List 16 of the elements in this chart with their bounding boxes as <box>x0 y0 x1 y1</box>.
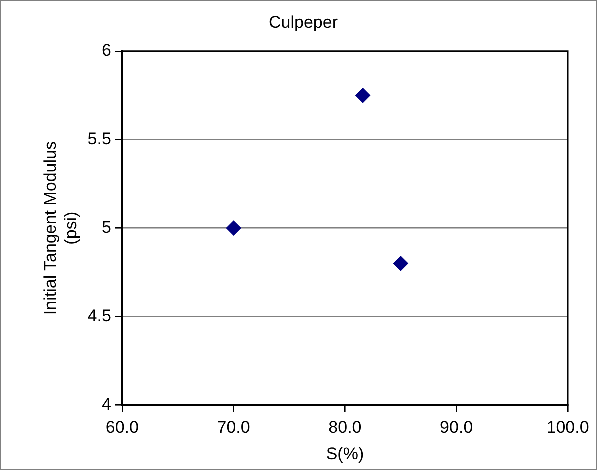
y-tick-label: 6 <box>102 41 112 60</box>
y-tick-label: 5 <box>102 218 112 237</box>
point <box>356 88 371 104</box>
point <box>226 220 242 236</box>
x-axis-title: S(%) <box>326 444 364 464</box>
x-tick-label: 80.0 <box>328 418 362 438</box>
y-tick-label: 4 <box>102 394 112 414</box>
point <box>393 256 408 272</box>
y-tick-label: 5.5 <box>88 130 112 149</box>
y-tick-label: 4.5 <box>88 306 112 326</box>
chart-title: Culpeper <box>269 12 338 32</box>
x-tick-label: 60.0 <box>106 418 139 438</box>
x-tick-label: 90.0 <box>440 418 474 438</box>
y-axis-title: Initial Tangent Modulus (psi) <box>40 142 80 316</box>
x-tick-label: 100.0 <box>546 418 590 438</box>
x-tick-label: 70.0 <box>217 418 250 438</box>
